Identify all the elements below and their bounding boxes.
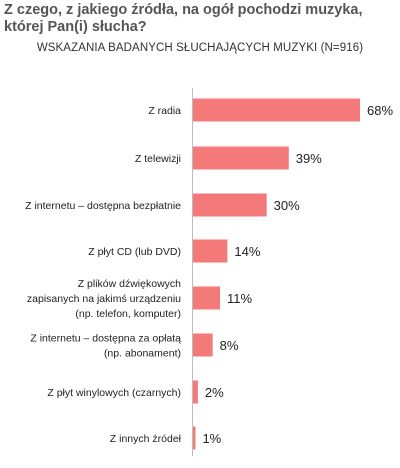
category-label-line: Z innych źródeł xyxy=(110,433,182,445)
value-label-2: 30% xyxy=(274,198,300,213)
category-label-3: Z płyt CD (lub DVD) xyxy=(88,246,181,258)
category-label-7: Z innych źródeł xyxy=(110,433,182,445)
category-label-line: Z telewizji xyxy=(135,153,181,165)
bar-6 xyxy=(193,380,198,404)
bar-5 xyxy=(193,333,213,357)
category-label-line: Z płyt CD (lub DVD) xyxy=(88,246,181,258)
category-label-line: (np. abonament) xyxy=(104,348,181,360)
bar-2 xyxy=(193,193,267,217)
chart-subtitle: WSKAZANIA BADANYCH SŁUCHAJĄCYCH MUZYKI (… xyxy=(36,42,364,54)
bar-1 xyxy=(193,146,289,170)
category-label-line: Z internetu – dostępna za opłatą xyxy=(30,333,181,345)
chart-title: Z czego, z jakiego źródła, na ogół pocho… xyxy=(4,2,363,35)
category-label-1: Z telewizji xyxy=(135,153,181,165)
category-label-0: Z radia xyxy=(148,105,181,117)
category-label-line: Z płyt winylowych (czarnych) xyxy=(47,387,181,399)
category-label-2: Z internetu – dostępna bezpłatnie xyxy=(25,200,181,212)
bar-7 xyxy=(193,426,196,450)
category-label-line: Z internetu – dostępna bezpłatnie xyxy=(25,200,181,212)
category-label-line: Z radia xyxy=(148,105,181,117)
bar-4 xyxy=(193,286,221,310)
bar-3 xyxy=(193,239,228,263)
value-label-7: 1% xyxy=(202,431,221,446)
category-label-line: (np. telefon, komputer) xyxy=(75,308,181,320)
category-label-line: zapisanych na jakimś urządzeniu xyxy=(27,293,181,305)
value-label-6: 2% xyxy=(205,385,224,400)
bar-0 xyxy=(193,98,360,122)
value-label-1: 39% xyxy=(296,151,322,166)
category-label-4: Z plików dźwiękowych zapisanych na jakimś… xyxy=(27,278,181,320)
value-label-4: 11% xyxy=(227,291,252,306)
category-label-5: Z internetu – dostępna za opłatą (np. abo… xyxy=(30,333,181,360)
value-label-3: 14% xyxy=(234,244,260,259)
value-label-0: 68% xyxy=(367,103,393,118)
value-label-5: 8% xyxy=(220,338,239,353)
category-label-6: Z płyt winylowych (czarnych) xyxy=(47,387,181,399)
category-label-line: Z plików dźwiękowych xyxy=(78,278,181,290)
